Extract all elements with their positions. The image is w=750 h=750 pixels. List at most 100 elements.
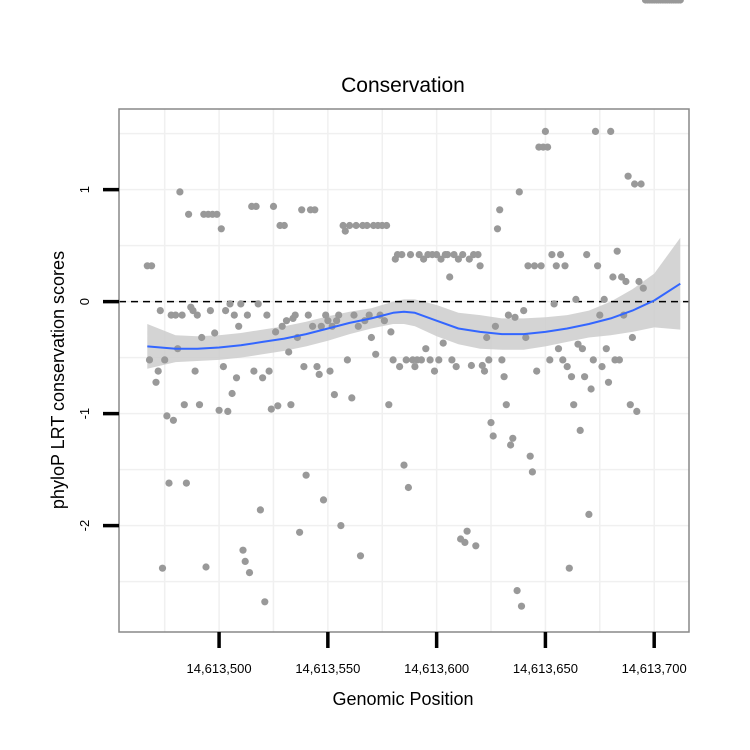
data-point [195,401,204,409]
data-point [563,363,571,371]
data-point [607,127,615,135]
data-point [239,546,247,554]
data-point [380,317,388,325]
data-point [352,221,360,230]
data-point [435,356,443,364]
data-point [426,356,434,364]
data-point [158,564,167,572]
data-point [298,206,306,214]
data-point [406,251,415,259]
data-point [463,527,471,535]
chart-title: Conservation [341,74,465,97]
data-point [193,311,201,319]
plot-border [118,108,690,633]
data-point [448,356,456,364]
data-point [245,569,254,577]
data-point [232,374,241,382]
data-point [600,295,608,303]
data-point [287,401,295,409]
data-point [491,322,499,330]
data-point [243,311,251,319]
data-point [422,345,430,353]
data-point [524,262,532,270]
data-point [604,378,613,386]
data-point [176,188,184,196]
data-point [628,333,637,342]
data-point [587,385,595,393]
data-point [467,361,475,370]
data-point [335,311,343,319]
data-point [165,479,173,487]
data-point [576,426,584,434]
data-point [515,188,523,196]
data-point [343,356,351,364]
data-point [269,202,278,210]
data-point [219,363,227,371]
x-tick-label: 14,613,550 [295,661,360,676]
data-point [476,262,484,270]
data-point [465,255,473,263]
data-point [154,367,162,375]
data-point [252,202,260,210]
data-point [639,284,647,292]
data-point [452,363,460,371]
data-point [226,300,234,308]
data-point [206,307,214,315]
data-point [598,363,606,371]
data-point [224,407,232,415]
data-point [602,345,610,353]
data-point [215,406,223,414]
confidence-band-layer [147,237,681,369]
data-point [256,506,264,514]
data-point [389,356,397,364]
data-point [261,598,269,606]
data-point [676,0,684,4]
data-point [354,322,362,330]
data-point [496,206,504,214]
data-point [296,528,304,536]
data-point [365,311,373,319]
data-point [533,367,541,375]
data-point [581,373,589,381]
data-point [565,564,573,572]
data-point [217,225,225,233]
x-tick-label: 14,613,500 [187,661,252,676]
data-point [483,333,491,342]
data-point [265,367,273,375]
data-point [446,273,454,281]
data-point [596,311,604,319]
data-point [263,311,271,319]
data-point [237,300,245,308]
data-point [589,356,597,364]
smooth-line [147,282,681,350]
data-point [578,345,587,353]
data-point [250,367,258,375]
data-point [291,311,299,319]
data-point [145,356,154,364]
data-point [517,602,526,610]
grid-lines [119,109,689,632]
data-point [402,356,410,364]
data-point [311,206,319,214]
data-point [417,356,425,364]
data-point [635,277,643,286]
data-points [143,0,684,610]
data-point [526,452,534,460]
data-point [367,333,375,342]
data-point [557,251,565,259]
data-point [241,557,249,566]
data-point [202,563,210,571]
data-point [230,311,238,319]
data-point [398,251,406,259]
data-point [609,273,617,281]
data-point [574,340,582,348]
data-point [439,339,447,347]
data-point [454,255,462,263]
data-point [411,363,419,371]
data-point [528,468,537,476]
data-point [313,363,321,371]
data-point [404,483,412,492]
data-point [319,496,328,504]
data-point [222,307,230,315]
data-point [348,394,356,402]
